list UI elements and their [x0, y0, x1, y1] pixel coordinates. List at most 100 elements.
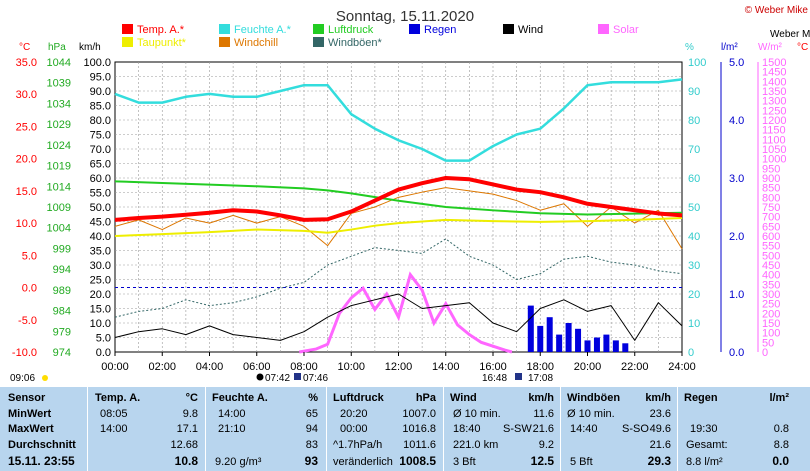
- pressure-avg-value: 1011.6: [403, 439, 436, 451]
- humidity-absolute: 9.20 g/m³: [215, 456, 262, 468]
- wind-tick-label: 65.0: [90, 159, 111, 171]
- rain-bar: [593, 337, 600, 352]
- wind-tick-label: 50.0: [90, 202, 111, 214]
- legend-label: Solar: [613, 24, 639, 36]
- x-tick-label: 24:00: [668, 361, 696, 373]
- wind-now-value: 12.5: [530, 454, 554, 468]
- col-separator: [677, 387, 678, 471]
- wind-tick-label: 10.0: [90, 318, 111, 330]
- sunrise-icon: [256, 373, 264, 381]
- wind-tick-label: 45.0: [90, 217, 111, 229]
- solar-tick-label: 250: [762, 299, 780, 311]
- now-sun-icon: [42, 375, 48, 381]
- unit-percent: %: [685, 42, 694, 53]
- rain-tick-label: 0.0: [729, 347, 744, 359]
- x-tick-label: 16:00: [479, 361, 507, 373]
- series-luftdruck-line: [114, 180, 683, 216]
- temp-avg-value: 12.68: [170, 439, 198, 451]
- temp-unit: °C: [185, 392, 198, 404]
- rain-max-value: 0.8: [773, 423, 789, 435]
- x-tick-label: 02:00: [148, 361, 176, 373]
- legend-label: Regen: [424, 24, 456, 36]
- col-separator: [87, 387, 88, 471]
- sunrise-time: 07:42: [265, 373, 290, 384]
- chart-title: Sonntag, 15.11.2020: [336, 8, 474, 25]
- humidity-min-value: 65: [305, 408, 318, 420]
- wind-tick-label: 85.0: [90, 101, 111, 113]
- legend-label: Feuchte A.*: [234, 24, 292, 36]
- x-tick-label: 04:00: [196, 361, 224, 373]
- gust-beaufort: 5 Bft: [570, 456, 593, 468]
- temp-min-value: 9.8: [182, 408, 198, 420]
- solar-tick-label: 900: [762, 173, 780, 185]
- moonrise-time: 07:46: [303, 373, 328, 384]
- pressure-tick-label: 979: [53, 326, 71, 338]
- x-axis: 00:00 02:00 04:00 06:00 08:00 10:00 12:00 14:00…: [101, 352, 696, 373]
- pressure-tick-label: 1044: [47, 57, 71, 69]
- wind-max-direction: S-SW: [503, 423, 532, 435]
- pressure-tick-label: 989: [53, 285, 71, 297]
- wind-tick-label: 0.0: [96, 347, 111, 359]
- wind-tick-label: 5.0: [96, 333, 111, 345]
- wind-tick-label: 90.0: [90, 86, 111, 98]
- wind-tick-label: 75.0: [90, 130, 111, 142]
- sensor-header: Sensor: [8, 392, 46, 404]
- pressure-tick-label: 1004: [47, 223, 71, 235]
- solar-tick-label: 1250: [762, 105, 786, 117]
- legend-swatch: [122, 37, 133, 47]
- pressure-tick-label: 1029: [47, 119, 71, 131]
- rain-bar: [565, 323, 572, 352]
- solar-tick-label: 550: [762, 241, 780, 253]
- temp-tick-label: 0.0: [22, 283, 37, 295]
- humidity-tick-label: 100: [688, 57, 706, 69]
- legend-swatch: [219, 37, 230, 47]
- humidity-min-time: 14:00: [218, 408, 246, 420]
- unit-wm2: W/m²: [758, 42, 783, 53]
- rain-bar: [575, 328, 582, 352]
- solar-tick-label: 500: [762, 250, 780, 262]
- mike-label: Weber Mike: [770, 29, 810, 40]
- wind-tick-label: 70.0: [90, 144, 111, 156]
- summary-table: Sensor MinWert MaxWert Durchschnitt 15.1…: [0, 387, 810, 471]
- solar-tick-label: 950: [762, 163, 780, 175]
- wind-distance: 221.0 km: [453, 439, 499, 451]
- solar-tick-label: 1200: [762, 115, 786, 127]
- wind-tick-label: 35.0: [90, 246, 111, 258]
- pressure-tick-label: 999: [53, 243, 71, 255]
- gust-avg-value: 21.6: [649, 439, 671, 451]
- x-tick-label: 14:00: [432, 361, 460, 373]
- solar-tick-label: 800: [762, 192, 780, 204]
- rain-bar: [612, 340, 619, 352]
- moonset-icon: [515, 373, 522, 380]
- col-separator: [560, 387, 561, 471]
- solar-tick-label: 600: [762, 231, 780, 243]
- x-tick-label: 06:00: [243, 361, 271, 373]
- pressure-tick-label: 974: [53, 347, 71, 359]
- temp-tick-label: 35.0: [16, 57, 37, 69]
- legend-swatch: [409, 24, 420, 34]
- pressure-tick-label: 1009: [47, 202, 71, 214]
- x-tick-label: 10:00: [337, 361, 365, 373]
- solar-tick-label: 0: [762, 347, 768, 359]
- legend-label: Windchill: [234, 37, 278, 49]
- maxwert-label: MaxWert: [8, 423, 54, 435]
- humidity-unit: %: [308, 392, 318, 404]
- wind-max-time: 18:40: [453, 423, 481, 435]
- pressure-tick-label: 1019: [47, 161, 71, 173]
- solar-tick-label: 650: [762, 221, 780, 233]
- pressure-tick-label: 1034: [47, 98, 71, 110]
- rain-unit: l/m²: [769, 392, 789, 404]
- legend-swatch: [503, 24, 514, 34]
- legend: Temp. A.* Feuchte A.* Luftdruck Regen Wind So…: [122, 24, 639, 49]
- pressure-tendency: veränderlich: [333, 456, 393, 468]
- legend-swatch: [219, 24, 230, 34]
- solar-tick-label: 1100: [762, 134, 786, 146]
- sun-times: 07:42 07:46 16:48 17:08 09:06: [10, 373, 553, 384]
- legend-swatch: [313, 24, 324, 34]
- col-separator: [326, 387, 327, 471]
- sunset-time: 16:48: [482, 373, 507, 384]
- solar-tick-label: 1300: [762, 96, 786, 108]
- wind-tick-label: 30.0: [90, 260, 111, 272]
- solar-tick-label: 750: [762, 202, 780, 214]
- now-label: 15.11. 23:55: [8, 454, 75, 468]
